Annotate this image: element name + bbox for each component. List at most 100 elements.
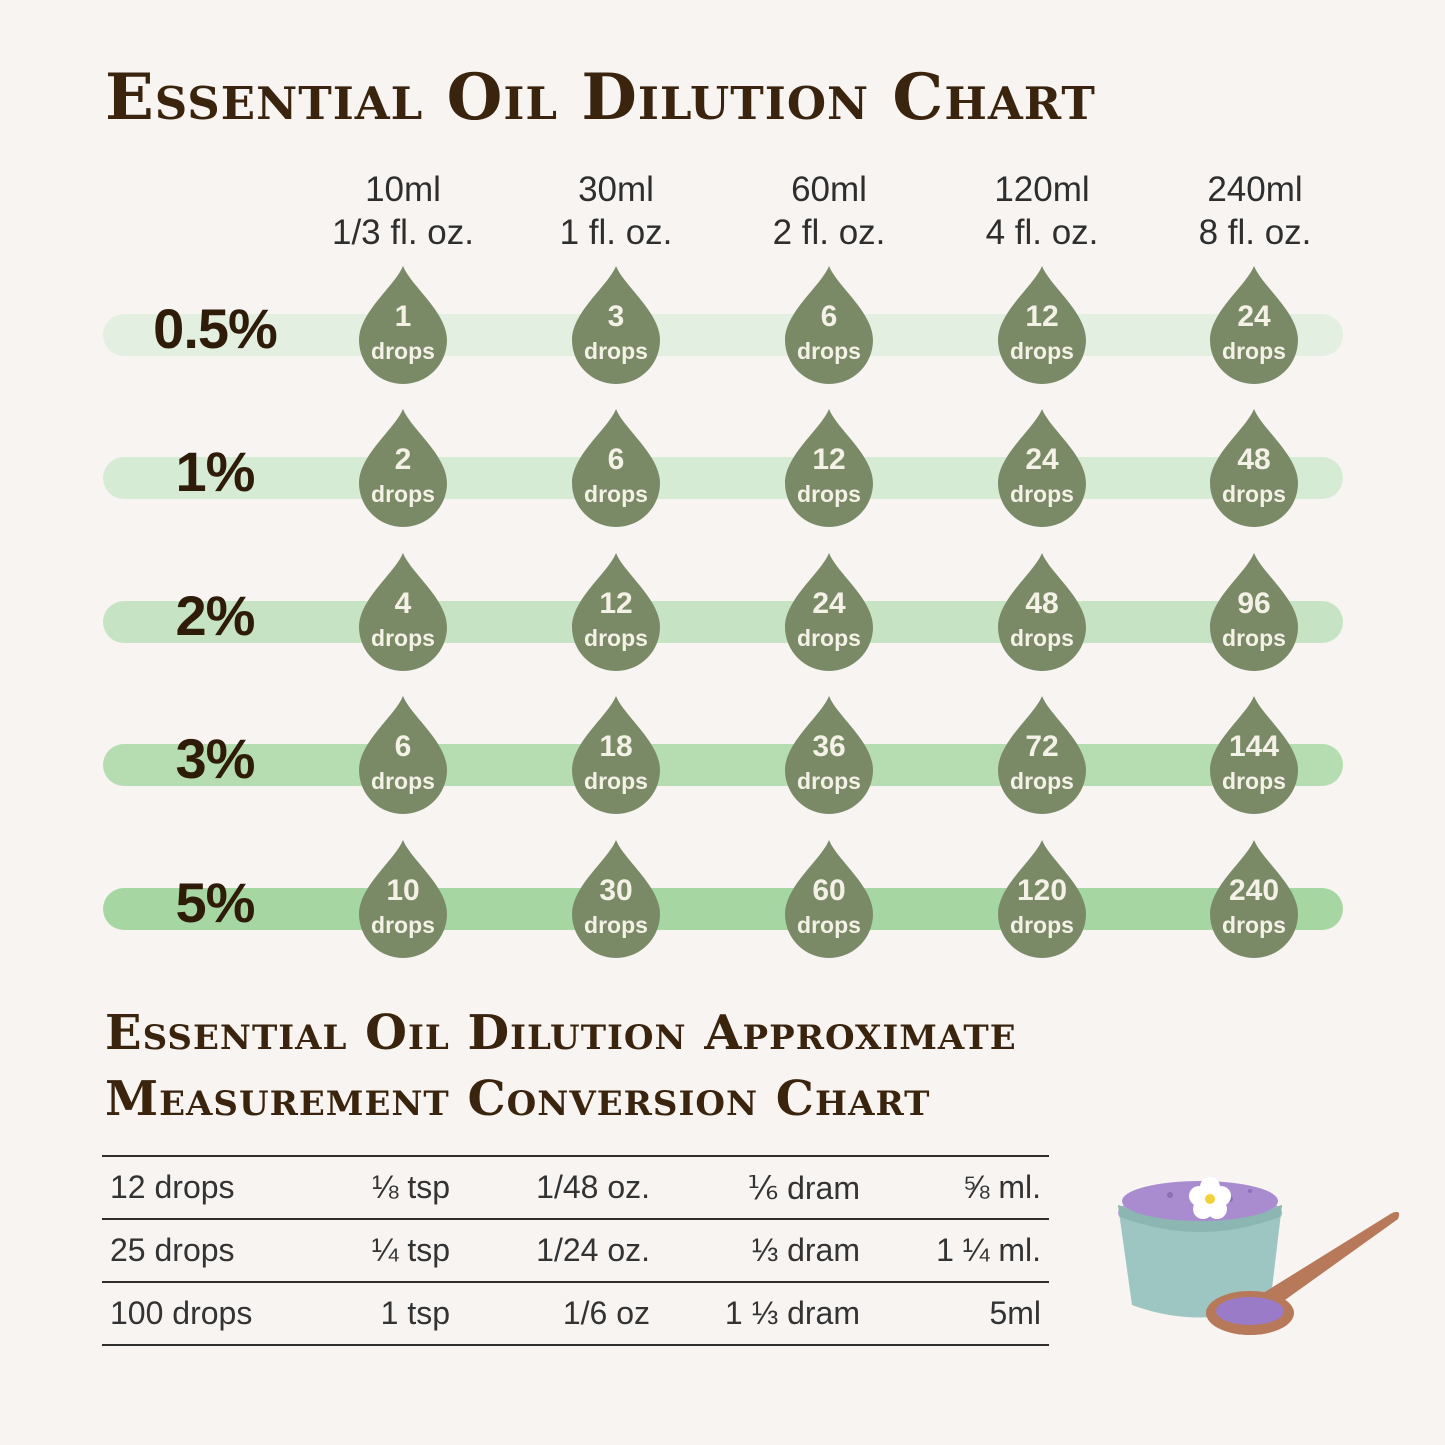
drop-count: 12 bbox=[812, 443, 846, 476]
column-ml: 60ml bbox=[791, 170, 867, 209]
droplet-icon bbox=[785, 553, 873, 671]
column-ml: 240ml bbox=[1207, 170, 1303, 209]
column-oz: 1/3 fl. oz. bbox=[331, 213, 475, 252]
drop-unit: drops bbox=[1010, 912, 1074, 938]
droplet-icon bbox=[1210, 266, 1298, 384]
drop-count: 36 bbox=[812, 730, 846, 763]
drop-badge: 60 drops bbox=[781, 838, 877, 960]
drop-unit: drops bbox=[371, 768, 435, 794]
drop-count: 1 bbox=[394, 300, 412, 333]
drop-badge: 30 drops bbox=[568, 838, 664, 960]
column-header-60ml: 60ml 2 fl. oz. bbox=[729, 168, 929, 254]
conversion-cell: 12 drops bbox=[102, 1155, 310, 1219]
conversion-title: Essential Oil Dilution Approximate Measu… bbox=[105, 1000, 1255, 1132]
conversion-title-line1: Essential Oil Dilution Approximate bbox=[105, 1005, 1017, 1061]
droplet-icon bbox=[998, 840, 1086, 958]
drop-badge: 10 drops bbox=[355, 838, 451, 960]
column-header-240ml: 240ml 8 fl. oz. bbox=[1155, 168, 1355, 254]
conversion-cell: ⅙ dram bbox=[650, 1155, 860, 1219]
drop-badge: 36 drops bbox=[781, 694, 877, 816]
drop-badge: 240 drops bbox=[1206, 838, 1302, 960]
drop-badge: 6 drops bbox=[355, 694, 451, 816]
row-band bbox=[103, 744, 1343, 786]
drop-badge: 24 drops bbox=[994, 407, 1090, 529]
droplet-icon bbox=[785, 409, 873, 527]
column-oz: 4 fl. oz. bbox=[985, 213, 1099, 252]
drop-unit: drops bbox=[1010, 481, 1074, 507]
droplet-icon bbox=[998, 409, 1086, 527]
drop-count: 240 bbox=[1228, 874, 1280, 907]
drop-count: 6 bbox=[820, 300, 838, 333]
droplet-icon bbox=[572, 696, 660, 814]
drop-count: 24 bbox=[1025, 443, 1059, 476]
column-ml: 120ml bbox=[994, 170, 1090, 209]
droplet-icon bbox=[1210, 409, 1298, 527]
dilution-row: 2% 4 drops 12 drops 24 drops 48 drops 96 drops bbox=[0, 553, 1445, 687]
drop-badge: 6 drops bbox=[568, 407, 664, 529]
conversion-row: 25 drops ¼ tsp 1/24 oz. ⅓ dram 1 ¼ ml. bbox=[102, 1218, 1049, 1282]
drop-unit: drops bbox=[797, 768, 861, 794]
droplet-icon bbox=[572, 840, 660, 958]
drop-badge: 24 drops bbox=[1206, 264, 1302, 386]
droplet-icon bbox=[1210, 840, 1298, 958]
droplet-icon bbox=[785, 266, 873, 384]
dilution-row: 0.5% 1 drops 3 drops 6 drops 12 drops 24 drops bbox=[0, 266, 1445, 400]
conversion-cell: ⅝ ml. bbox=[860, 1155, 1049, 1219]
page-title: Essential Oil Dilution Chart bbox=[105, 60, 1096, 135]
conversion-cell: 1/24 oz. bbox=[450, 1218, 650, 1282]
dilution-percent: 1% bbox=[175, 440, 256, 503]
drop-count: 120 bbox=[1016, 874, 1068, 907]
droplet-icon bbox=[998, 696, 1086, 814]
drop-unit: drops bbox=[1222, 768, 1286, 794]
dilution-percent: 0.5% bbox=[153, 297, 278, 360]
conversion-cell: 1 ⅓ dram bbox=[650, 1281, 860, 1346]
conversion-cell: ⅓ dram bbox=[650, 1218, 860, 1282]
drop-badge: 2 drops bbox=[355, 407, 451, 529]
drop-unit: drops bbox=[371, 338, 435, 364]
droplet-icon bbox=[572, 409, 660, 527]
drop-badge: 4 drops bbox=[355, 551, 451, 673]
drop-unit: drops bbox=[371, 625, 435, 651]
dilution-row: 1% 2 drops 6 drops 12 drops 24 drops 48 drops bbox=[0, 409, 1445, 543]
conversion-row: 12 drops ⅛ tsp 1/48 oz. ⅙ dram ⅝ ml. bbox=[102, 1155, 1049, 1219]
droplet-icon bbox=[785, 696, 873, 814]
drop-count: 4 bbox=[394, 587, 412, 620]
dilution-percent: 2% bbox=[175, 584, 256, 647]
row-band bbox=[103, 601, 1343, 643]
drop-count: 96 bbox=[1237, 587, 1271, 620]
conversion-cell: 1 ¼ ml. bbox=[860, 1218, 1049, 1282]
drop-count: 6 bbox=[607, 443, 625, 476]
droplet-icon bbox=[359, 840, 447, 958]
droplet-icon bbox=[572, 553, 660, 671]
drop-badge: 12 drops bbox=[994, 264, 1090, 386]
column-ml: 30ml bbox=[578, 170, 654, 209]
droplet-icon bbox=[1210, 696, 1298, 814]
drop-count: 24 bbox=[1237, 300, 1271, 333]
drop-unit: drops bbox=[584, 625, 648, 651]
drop-unit: drops bbox=[797, 625, 861, 651]
drop-unit: drops bbox=[1010, 625, 1074, 651]
drop-count: 48 bbox=[1025, 587, 1059, 620]
droplet-icon bbox=[998, 266, 1086, 384]
drop-unit: drops bbox=[1222, 481, 1286, 507]
column-oz: 2 fl. oz. bbox=[772, 213, 886, 252]
drop-unit: drops bbox=[584, 912, 648, 938]
dilution-row: 3% 6 drops 18 drops 36 drops 72 drops 144 drops bbox=[0, 696, 1445, 830]
drop-count: 12 bbox=[599, 587, 633, 620]
column-oz: 1 fl. oz. bbox=[559, 213, 673, 252]
drop-badge: 144 drops bbox=[1206, 694, 1302, 816]
drop-count: 12 bbox=[1025, 300, 1059, 333]
conversion-cell: 100 drops bbox=[102, 1281, 310, 1346]
drop-count: 72 bbox=[1025, 730, 1059, 763]
drop-unit: drops bbox=[797, 338, 861, 364]
conversion-cell: 5ml bbox=[860, 1281, 1049, 1346]
drop-count: 30 bbox=[599, 874, 633, 907]
column-header-120ml: 120ml 4 fl. oz. bbox=[942, 168, 1142, 254]
conversion-cell: 1/48 oz. bbox=[450, 1155, 650, 1219]
conversion-cell: ¼ tsp bbox=[310, 1218, 450, 1282]
droplet-icon bbox=[998, 553, 1086, 671]
drop-badge: 48 drops bbox=[1206, 407, 1302, 529]
droplet-icon bbox=[1210, 553, 1298, 671]
drop-count: 24 bbox=[812, 587, 846, 620]
row-band bbox=[103, 457, 1343, 499]
